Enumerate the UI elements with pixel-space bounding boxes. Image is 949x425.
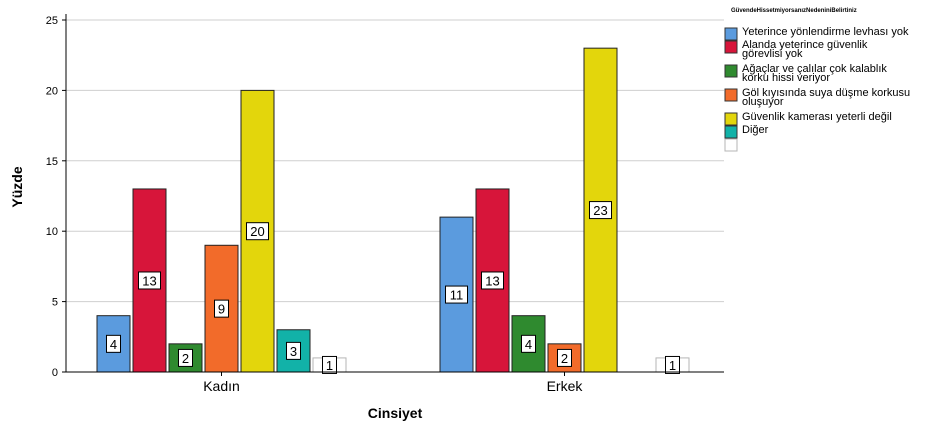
y-tick-label: 0 [52, 367, 58, 379]
data-label: 2 [561, 351, 568, 366]
data-label: 13 [485, 273, 499, 288]
legend: GüvendeHissetmiyorsanızNedeniniBelirtini… [724, 8, 910, 152]
legend-label: Ağaçlar ve çalılar çok kalablık korku his… [742, 63, 887, 84]
data-label: 4 [110, 337, 117, 352]
data-label-box [322, 355, 337, 374]
legend-label: Göl kıyısında suya düşme korkusu oluşuyor [742, 87, 910, 108]
data-label-box [445, 285, 468, 304]
data-label: 9 [218, 302, 225, 317]
legend-label: Yeterince yönlendirme levhası yok [742, 26, 909, 38]
data-label: 4 [525, 337, 532, 352]
data-label-box [138, 271, 161, 290]
legend-label: Alanda yeterince güvenlik görevlisi yok [742, 39, 868, 60]
y-axis: 0 5 10 15 20 25 [46, 14, 67, 379]
x-tick-label: Kadın [203, 378, 240, 394]
y-tick-label: 25 [46, 15, 58, 27]
data-label-box [106, 334, 121, 353]
y-tick-label: 5 [52, 297, 58, 309]
data-label-box [246, 222, 269, 241]
data-label-box [178, 348, 193, 367]
legend-label: Diğer [742, 124, 769, 136]
data-label-box [589, 201, 612, 220]
data-label-box [521, 334, 536, 353]
y-axis-title: Yüzde [9, 166, 25, 207]
legend-swatch [724, 40, 738, 54]
data-label-box [481, 271, 504, 290]
x-axis: Kadın Erkek [66, 371, 724, 394]
y-tick-label: 20 [46, 85, 58, 97]
data-label: 23 [593, 203, 607, 218]
data-label: 20 [250, 224, 264, 239]
y-tick-label: 10 [46, 226, 58, 238]
data-label: 2 [182, 351, 189, 366]
data-label: 3 [290, 344, 297, 359]
data-label-box [557, 348, 572, 367]
data-label: 1 [326, 358, 333, 373]
legend-swatch [724, 112, 738, 126]
legend-title: GüvendeHissetmiyorsanızNedeniniBelirtini… [731, 8, 857, 14]
data-label-box [286, 341, 301, 360]
data-label: 13 [142, 273, 156, 288]
y-tick-label: 15 [46, 156, 58, 168]
data-label-box [665, 355, 680, 374]
x-axis-title: Cinsiyet [368, 405, 423, 421]
legend-swatch [724, 88, 738, 102]
legend-swatch [724, 125, 738, 139]
data-label-box [214, 299, 229, 318]
legend-swatch [724, 64, 738, 78]
legend-label: Güvenlik kamerası yeterli değil [742, 111, 892, 123]
data-label: 1 [669, 358, 676, 373]
data-label: 11 [450, 288, 464, 303]
legend-swatch [724, 138, 738, 152]
x-tick-label: Erkek [547, 378, 584, 394]
legend-swatch [724, 27, 738, 41]
